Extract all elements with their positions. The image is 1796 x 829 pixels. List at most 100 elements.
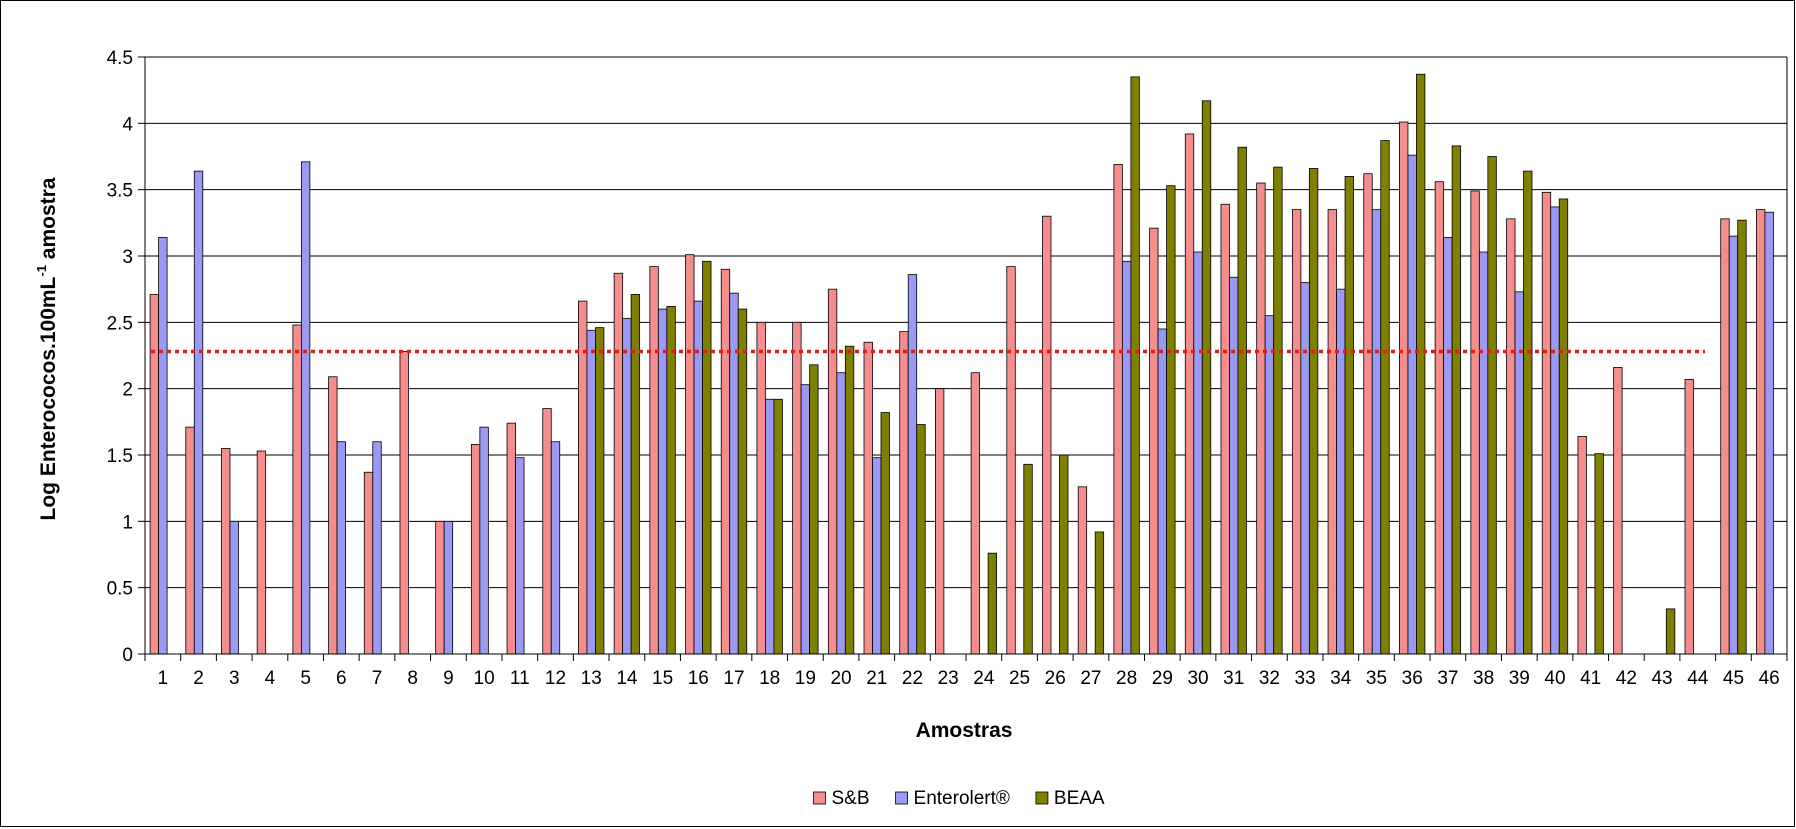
legend-swatch-beaa (1035, 791, 1049, 805)
x-tick-label: 25 (1009, 668, 1030, 689)
bar-beaa-16 (702, 260, 712, 655)
bar-beaa-43 (1665, 608, 1676, 655)
x-tick-label: 11 (510, 668, 530, 689)
x-tick-label: 8 (407, 668, 418, 689)
bar-beaa-36 (1416, 73, 1426, 655)
x-tick-label: 32 (1259, 668, 1280, 689)
bar-enterolert-11 (515, 457, 525, 655)
x-tick-label: 3 (229, 668, 240, 689)
bar-enterolert-14 (622, 317, 632, 655)
bar-sb-22 (899, 331, 909, 655)
bar-beaa-40 (1558, 198, 1569, 655)
bar-beaa-27 (1094, 531, 1105, 655)
x-tick-label: 21 (866, 668, 887, 689)
x-tick-label: 34 (1330, 668, 1352, 689)
x-tick-label: 45 (1723, 668, 1744, 689)
x-tick-label: 38 (1473, 668, 1494, 689)
bar-enterolert-31 (1229, 276, 1239, 655)
x-tick-label: 24 (973, 668, 995, 689)
bar-enterolert-36 (1407, 154, 1417, 655)
x-tick-label: 31 (1223, 668, 1244, 689)
bar-sb-1 (149, 294, 160, 655)
x-tick-label: 28 (1116, 668, 1137, 689)
bar-beaa-19 (809, 364, 819, 655)
bar-sb-18 (756, 321, 766, 655)
bar-sb-12 (542, 408, 552, 655)
bar-enterolert-30 (1193, 251, 1203, 655)
bar-enterolert-17 (729, 292, 739, 655)
bar-sb-11 (506, 422, 516, 655)
bar-sb-10 (470, 443, 481, 655)
bar-sb-19 (792, 321, 802, 655)
x-tick-label: 9 (443, 668, 454, 689)
y-tick-label: 2 (122, 380, 133, 401)
x-tick-label: 10 (474, 668, 495, 689)
bar-enterolert-20 (836, 372, 846, 655)
x-tick-label: 39 (1509, 668, 1530, 689)
y-axis-title-main: Log Enterococos.100mL (37, 276, 60, 520)
legend-swatch-sb (813, 791, 826, 805)
bar-sb-25 (1006, 266, 1016, 655)
bar-enterolert-34 (1336, 288, 1346, 655)
y-tick-label: 3.5 (107, 181, 133, 202)
x-tick-label: 2 (193, 668, 204, 689)
x-tick-labels: 1 2 3 4 5 6 7 8 9 10 11 12 13 14 15 16 17 18 19 20 21 22 23 24 2… (158, 668, 1780, 689)
bar-sb-9 (435, 520, 445, 655)
bar-enterolert-28 (1121, 260, 1132, 655)
x-tick-label: 33 (1295, 668, 1316, 689)
legend-label-sb: S&B (832, 788, 870, 809)
bar-sb-28 (1113, 164, 1123, 655)
x-tick-label: 29 (1152, 668, 1173, 689)
bar-enterolert-33 (1300, 282, 1310, 655)
bar-enterolert-39 (1514, 291, 1524, 655)
bar-beaa-37 (1451, 145, 1462, 655)
bar-beaa-13 (595, 327, 605, 655)
bar-beaa-31 (1237, 146, 1247, 655)
bar-enterolert-38 (1478, 251, 1489, 655)
bar-sb-4 (256, 450, 267, 655)
legend-swatch-enterolert (895, 791, 908, 805)
bar-sb-15 (649, 266, 659, 655)
x-tick-label: 36 (1402, 668, 1423, 689)
bar-sb-36 (1399, 121, 1409, 655)
bar-beaa-26 (1059, 454, 1069, 655)
bar-beaa-18 (773, 398, 783, 655)
bar-sb-16 (685, 254, 695, 655)
x-tick-label: 18 (759, 668, 780, 689)
y-tick-label: 4.5 (107, 48, 133, 69)
x-axis-title: Amostras (916, 719, 1013, 742)
x-tick-label: 30 (1187, 668, 1208, 689)
bar-sb-37 (1434, 181, 1445, 655)
x-tick-label: 12 (545, 668, 566, 689)
bar-beaa-39 (1523, 170, 1533, 655)
x-tick-label: 6 (336, 668, 347, 689)
y-axis-title-superscript: -1 (34, 265, 49, 277)
x-tick-label: 27 (1080, 668, 1101, 689)
bar-sb-2 (185, 426, 195, 655)
bar-sb-5 (292, 324, 302, 655)
x-tick-label: 42 (1616, 668, 1637, 689)
bar-sb-26 (1042, 215, 1052, 655)
x-tick-label: 20 (830, 668, 851, 689)
bar-beaa-22 (916, 424, 926, 655)
bar-sb-30 (1184, 133, 1195, 655)
x-tick-label: 35 (1366, 668, 1387, 689)
x-tick-label: 17 (723, 668, 744, 689)
bar-sb-32 (1256, 182, 1266, 655)
bar-sb-45 (1720, 218, 1730, 655)
y-tick-labels: 0 0.5 1 1.5 2 2.5 3 3.5 4 4.5 (107, 48, 134, 666)
bar-enterolert-32 (1264, 315, 1275, 655)
legend: S&B Enterolert® BEAA (813, 788, 1105, 809)
y-tick-label: 1 (122, 512, 133, 533)
bar-enterolert-3 (229, 520, 239, 655)
bar-beaa-24 (987, 552, 997, 655)
bar-beaa-14 (630, 294, 641, 655)
bar-beaa-35 (1380, 140, 1390, 655)
bar-enterolert-40 (1550, 206, 1560, 655)
bar-sb-41 (1577, 436, 1587, 655)
bar-sb-40 (1541, 191, 1552, 655)
bar-sb-39 (1506, 218, 1516, 655)
bars (149, 73, 1774, 655)
bar-sb-31 (1220, 203, 1230, 655)
